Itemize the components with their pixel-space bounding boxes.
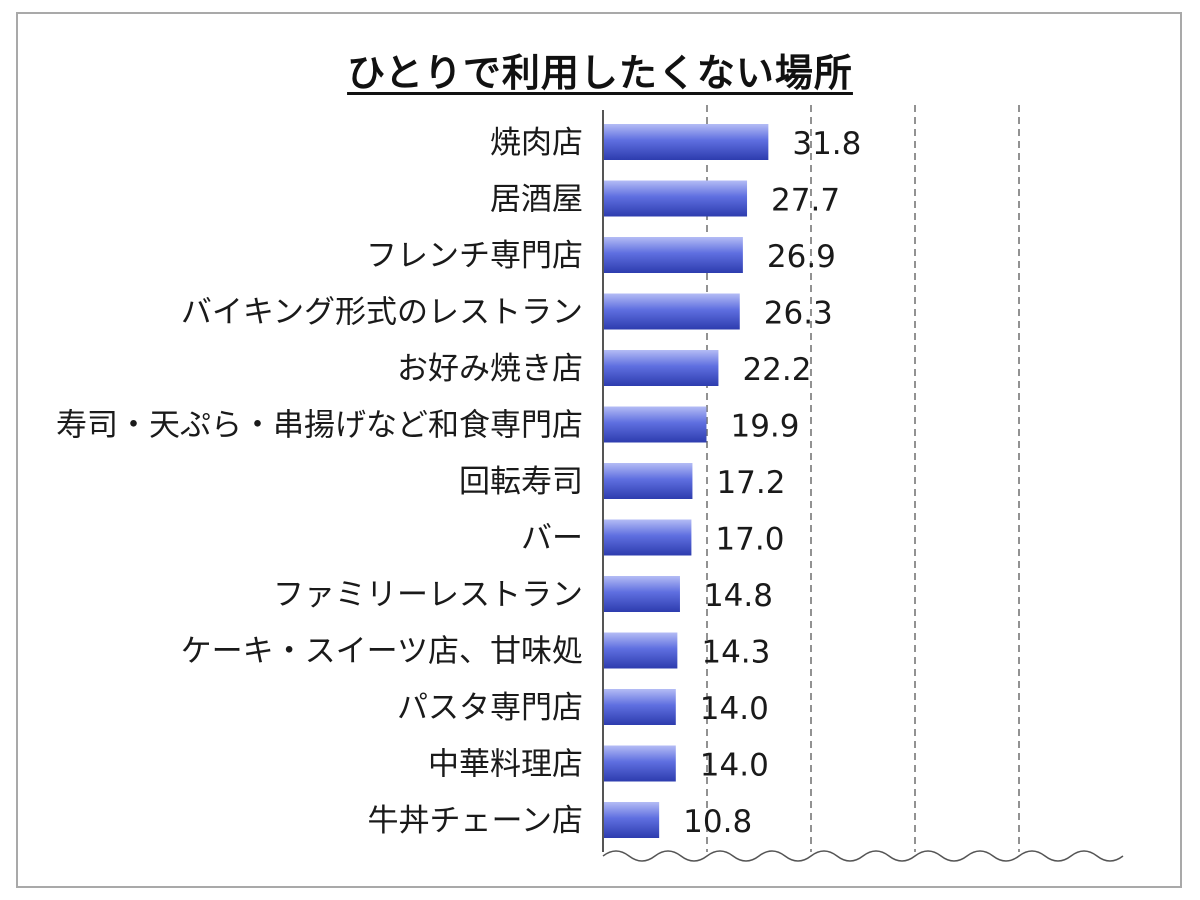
- bar-1: [603, 180, 748, 217]
- chart-frame: [16, 12, 1182, 888]
- value-label-12: 10.8: [683, 804, 752, 840]
- category-label-2: フレンチ専門店: [366, 238, 583, 274]
- category-label-8: ファミリーレストラン: [273, 577, 583, 613]
- value-label-1: 27.7: [771, 183, 840, 219]
- x-axis-break: [602, 850, 1124, 862]
- category-label-7: バー: [521, 521, 583, 557]
- category-label-1: 居酒屋: [490, 182, 583, 218]
- axes: [602, 110, 1124, 862]
- value-label-6: 17.2: [716, 465, 785, 501]
- bar-4: [603, 350, 719, 386]
- value-label-4: 22.2: [742, 352, 811, 388]
- bar-6: [603, 463, 693, 499]
- value-label-9: 14.3: [701, 635, 770, 671]
- category-label-4: お好み焼き店: [397, 351, 583, 387]
- value-label-5: 19.9: [730, 409, 799, 445]
- value-label-0: 31.8: [792, 126, 861, 162]
- value-label-11: 14.0: [700, 748, 769, 784]
- category-label-12: 牛丼チェーン店: [368, 803, 583, 839]
- bar-12: [603, 802, 660, 838]
- category-label-9: ケーキ・スイーツ店、甘味処: [181, 634, 583, 670]
- chart-title: ひとりで利用したくない場所: [347, 51, 853, 95]
- bar-5: [603, 406, 707, 443]
- bar-11: [603, 745, 676, 782]
- bar-10: [603, 689, 676, 725]
- category-label-0: 焼肉店: [490, 125, 583, 161]
- category-label-5: 寿司・天ぷら・串揚げなど和食専門店: [56, 408, 583, 444]
- labels: 焼肉店 31.8 居酒屋 27.7 フレンチ専門店 26.9 バイキング形式のレストラン 26…: [56, 125, 861, 840]
- value-label-10: 14.0: [700, 691, 769, 727]
- gridlines: [706, 105, 1020, 852]
- value-label-3: 26.3: [764, 296, 833, 332]
- bar-7: [603, 519, 692, 556]
- bars: [603, 124, 769, 838]
- value-label-7: 17.0: [715, 522, 784, 558]
- category-label-11: 中華料理店: [428, 747, 583, 783]
- bar-0: [603, 124, 769, 160]
- bar-2: [603, 237, 743, 273]
- value-label-2: 26.9: [767, 239, 836, 275]
- category-label-10: パスタ専門店: [397, 690, 583, 726]
- bar-8: [603, 576, 680, 612]
- category-label-6: 回転寿司: [459, 464, 583, 500]
- bar-9: [603, 632, 678, 669]
- category-label-3: バイキング形式のレストラン: [181, 295, 583, 331]
- value-label-8: 14.8: [704, 578, 773, 614]
- bar-3: [603, 293, 740, 330]
